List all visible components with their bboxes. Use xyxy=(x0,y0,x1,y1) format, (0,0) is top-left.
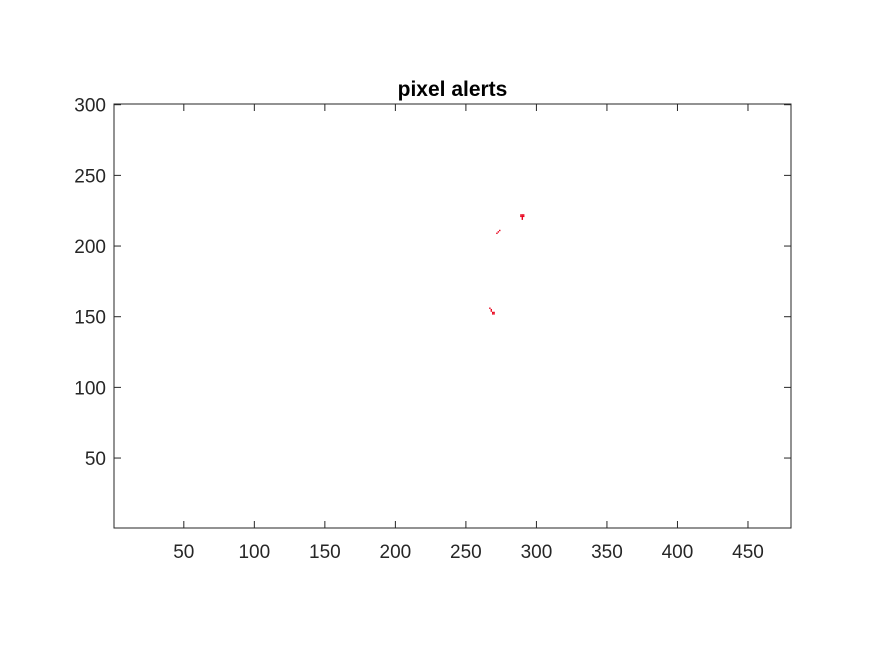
alert-point xyxy=(493,313,495,315)
x-tick-label: 400 xyxy=(662,542,694,563)
alert-point xyxy=(499,229,501,232)
axis-ticks xyxy=(114,104,791,528)
y-tick-label: 300 xyxy=(74,96,106,117)
alert-point xyxy=(521,214,524,216)
alert-point xyxy=(490,310,492,312)
x-tick-label: 300 xyxy=(521,542,553,563)
alert-point xyxy=(491,311,494,314)
x-tick-label: 200 xyxy=(380,542,412,563)
alert-point xyxy=(491,313,494,315)
alert-point xyxy=(520,214,522,216)
x-tick-labels: 50 100 150 200 250 300 350 400 450 xyxy=(173,542,764,563)
alert-point xyxy=(490,308,492,311)
y-tick-label: 250 xyxy=(74,166,106,187)
y-tick-label: 150 xyxy=(74,308,106,329)
alert-point xyxy=(523,215,525,218)
x-tick-label: 50 xyxy=(173,542,194,563)
alert-point xyxy=(493,311,495,314)
axes-box xyxy=(113,103,792,529)
x-tick-label: 150 xyxy=(309,542,341,563)
chart-title: pixel alerts xyxy=(398,78,508,101)
alert-point xyxy=(497,231,500,233)
x-tick-label: 100 xyxy=(238,542,270,563)
alert-point xyxy=(496,232,498,235)
x-tick-label: 250 xyxy=(450,542,482,563)
y-tick-label: 50 xyxy=(85,449,106,470)
alert-point xyxy=(489,307,491,309)
axes-background xyxy=(114,104,791,528)
alert-point xyxy=(521,218,524,220)
y-tick-labels: 50 100 150 200 250 300 xyxy=(74,96,106,470)
alert-point xyxy=(520,215,522,218)
y-tick-label: 100 xyxy=(74,378,106,399)
x-tick-label: 350 xyxy=(591,542,623,563)
x-tick-label: 450 xyxy=(732,542,764,563)
data-points xyxy=(489,214,525,315)
alert-point xyxy=(523,214,525,216)
alert-point xyxy=(521,215,524,218)
y-tick-label: 200 xyxy=(74,237,106,258)
alert-point xyxy=(521,217,524,219)
